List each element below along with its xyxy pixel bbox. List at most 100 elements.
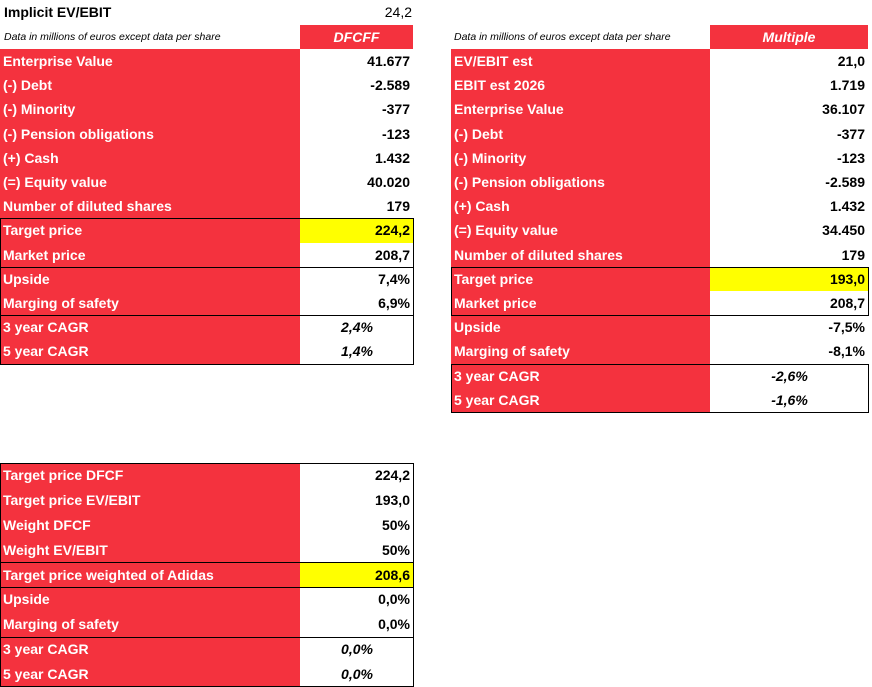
row-value[interactable]: 0,0% (300, 636, 414, 662)
row-value[interactable]: 50% (300, 512, 414, 538)
row-value[interactable]: 6,9% (300, 291, 414, 316)
table-row: Target price 224,2 (0, 218, 414, 243)
row-value[interactable]: 7,4% (300, 266, 414, 291)
row-value[interactable]: 208,6 (300, 562, 414, 587)
table-row: Marging of safety 6,9% (0, 291, 414, 316)
table-row: Upside -7,5% (451, 315, 869, 340)
table-row: Weight DFCF 50% (0, 512, 414, 538)
table-row: (-) Minority -377 (0, 97, 414, 122)
row-value[interactable]: 193,0 (300, 487, 414, 513)
row-label[interactable]: Market price (451, 291, 710, 316)
row-value[interactable]: 2,4% (300, 315, 414, 340)
row-value[interactable]: -8,1% (710, 339, 869, 364)
row-label[interactable]: Number of diluted shares (0, 194, 300, 219)
table-row: (-) Pension obligations -123 (0, 121, 414, 146)
row-label[interactable]: Target price EV/EBIT (0, 487, 300, 513)
table-row: Marging of safety -8,1% (451, 339, 869, 364)
row-label[interactable]: 3 year CAGR (0, 636, 300, 662)
row-value[interactable]: 1.719 (710, 73, 869, 98)
row-value[interactable]: 0,0% (300, 587, 414, 612)
row-label[interactable]: 5 year CAGR (0, 661, 300, 687)
table-row: (=) Equity value 40.020 (0, 170, 414, 195)
row-label[interactable]: 5 year CAGR (0, 339, 300, 364)
multiple-column-header[interactable]: Multiple (710, 25, 868, 49)
table-row: (-) Pension obligations -2.589 (451, 170, 869, 195)
row-value[interactable]: -123 (300, 121, 414, 146)
row-label[interactable]: Marging of safety (0, 291, 300, 316)
row-value[interactable]: 179 (710, 242, 869, 267)
row-label[interactable]: (=) Equity value (451, 218, 710, 243)
row-value[interactable]: -1,6% (710, 387, 869, 412)
row-value[interactable]: 34.450 (710, 218, 869, 243)
row-label[interactable]: Weight DFCF (0, 512, 300, 538)
row-value[interactable]: 50% (300, 537, 414, 563)
row-label[interactable]: 5 year CAGR (451, 387, 710, 412)
table-row: (=) Equity value 34.450 (451, 218, 869, 243)
row-label[interactable]: Upside (0, 587, 300, 612)
row-value[interactable]: -2.589 (300, 73, 414, 98)
table-row: Enterprise Value 41.677 (0, 49, 414, 74)
summary-table: Target price DFCF 224,2 Target price EV/EB… (0, 463, 414, 687)
row-label[interactable]: (-) Pension obligations (0, 121, 300, 146)
row-value[interactable]: 0,0% (300, 661, 414, 687)
row-value[interactable]: 179 (300, 194, 414, 219)
table-row: EBIT est 2026 1.719 (451, 73, 869, 98)
row-label[interactable]: Target price DFCF (0, 463, 300, 488)
row-label[interactable]: Target price (451, 266, 710, 291)
row-label[interactable]: Market price (0, 242, 300, 267)
table-row: Number of diluted shares 179 (0, 194, 414, 219)
row-label[interactable]: (-) Pension obligations (451, 170, 710, 195)
dcf-column-header[interactable]: DFCFF (300, 25, 413, 49)
row-value[interactable]: -7,5% (710, 315, 869, 340)
row-value[interactable]: -2.589 (710, 170, 869, 195)
table-row: (-) Debt -377 (451, 121, 869, 146)
row-label[interactable]: Enterprise Value (451, 97, 710, 122)
row-label[interactable]: (+) Cash (451, 194, 710, 219)
table-row: Target price DFCF 224,2 (0, 463, 414, 488)
row-label[interactable]: Marging of safety (451, 339, 710, 364)
row-label[interactable]: Upside (451, 315, 710, 340)
multiple-table: EV/EBIT est 21,0 EBIT est 2026 1.719 Enterpr… (451, 49, 869, 413)
row-value[interactable]: 1.432 (710, 194, 869, 219)
row-label[interactable]: Target price weighted of Adidas (0, 562, 300, 587)
row-value[interactable]: 208,7 (300, 242, 414, 267)
row-value[interactable]: 224,2 (300, 463, 414, 488)
row-value[interactable]: 1,4% (300, 339, 414, 364)
row-value[interactable]: 21,0 (710, 49, 869, 74)
row-label[interactable]: (-) Debt (0, 73, 300, 98)
implicit-ev-ebit-value[interactable]: 24,2 (384, 4, 412, 20)
row-label[interactable]: 3 year CAGR (0, 315, 300, 340)
row-label[interactable]: (-) Minority (0, 97, 300, 122)
table-row: Weight EV/EBIT 50% (0, 537, 414, 563)
table-row: 3 year CAGR 2,4% (0, 315, 414, 340)
row-value[interactable]: 224,2 (300, 218, 414, 243)
row-value[interactable]: 36.107 (710, 97, 869, 122)
row-label[interactable]: Upside (0, 266, 300, 291)
row-value[interactable]: 193,0 (710, 266, 869, 291)
row-label[interactable]: EBIT est 2026 (451, 73, 710, 98)
row-value[interactable]: 208,7 (710, 291, 869, 316)
row-value[interactable]: -377 (710, 121, 869, 146)
row-label[interactable]: (-) Minority (451, 145, 710, 170)
row-label[interactable]: 3 year CAGR (451, 363, 710, 388)
table-row: 3 year CAGR -2,6% (451, 363, 869, 388)
table-row: (+) Cash 1.432 (451, 194, 869, 219)
row-label[interactable]: (+) Cash (0, 145, 300, 170)
row-value[interactable]: 1.432 (300, 145, 414, 170)
row-value[interactable]: -123 (710, 145, 869, 170)
row-value[interactable]: -377 (300, 97, 414, 122)
row-label[interactable]: Number of diluted shares (451, 242, 710, 267)
row-label[interactable]: Enterprise Value (0, 49, 300, 74)
table-row: Number of diluted shares 179 (451, 242, 869, 267)
row-label[interactable]: Weight EV/EBIT (0, 537, 300, 563)
row-value[interactable]: -2,6% (710, 363, 869, 388)
row-value[interactable]: 41.677 (300, 49, 414, 74)
row-label[interactable]: EV/EBIT est (451, 49, 710, 74)
row-label[interactable]: Target price (0, 218, 300, 243)
row-value[interactable]: 0,0% (300, 611, 414, 637)
row-label[interactable]: (-) Debt (451, 121, 710, 146)
row-value[interactable]: 40.020 (300, 170, 414, 195)
row-label[interactable]: (=) Equity value (0, 170, 300, 195)
row-label[interactable]: Marging of safety (0, 611, 300, 637)
table-row: Upside 7,4% (0, 266, 414, 291)
